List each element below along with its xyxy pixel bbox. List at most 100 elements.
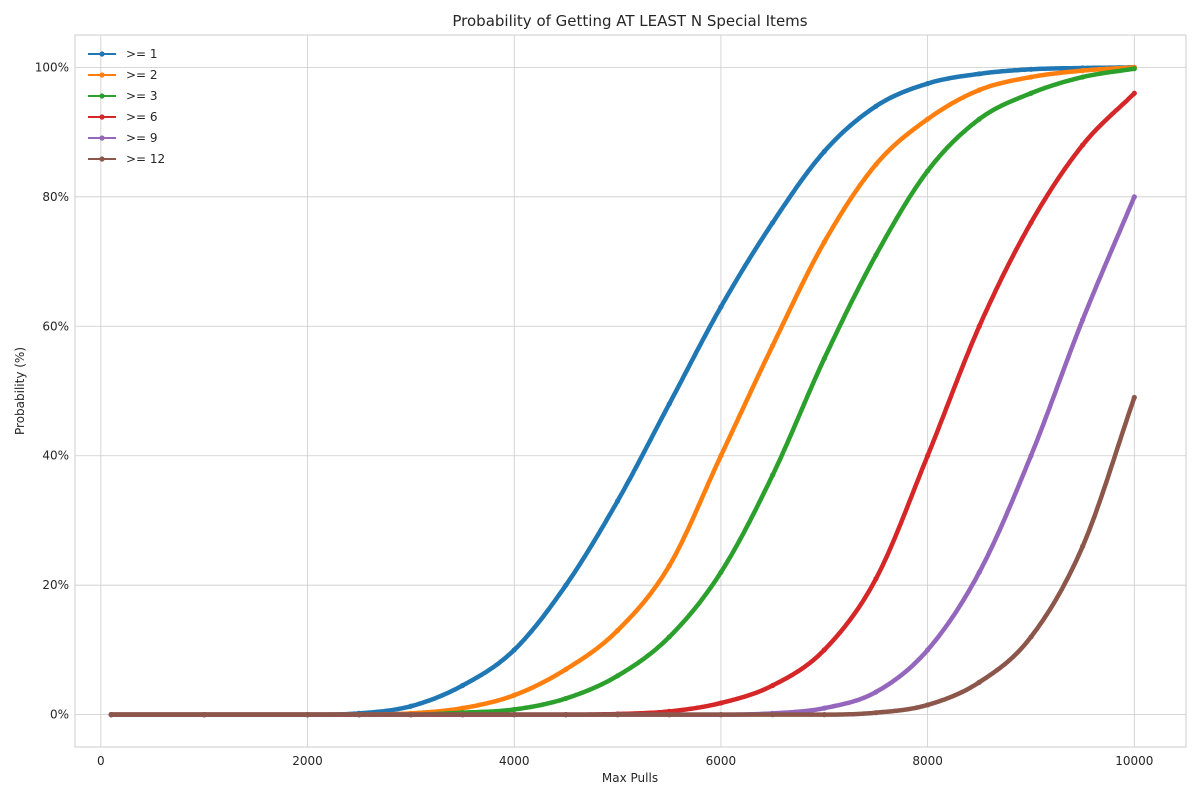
legend-marker bbox=[99, 114, 105, 120]
data-point bbox=[821, 705, 827, 711]
data-point bbox=[408, 703, 414, 709]
data-point bbox=[873, 252, 879, 258]
data-point bbox=[976, 323, 982, 329]
data-point bbox=[1131, 90, 1137, 96]
data-point bbox=[976, 87, 982, 93]
legend-marker bbox=[99, 93, 105, 99]
series-6 bbox=[108, 394, 1137, 718]
series-1 bbox=[108, 64, 1137, 718]
data-point bbox=[770, 682, 776, 689]
data-point bbox=[1080, 317, 1086, 323]
data-point bbox=[1028, 66, 1034, 72]
legend-marker bbox=[99, 135, 105, 141]
y-tick-label: 100% bbox=[35, 60, 69, 74]
y-tick-label: 40% bbox=[42, 449, 69, 463]
data-point bbox=[718, 453, 724, 459]
y-tick-label: 80% bbox=[42, 190, 69, 204]
series-line bbox=[108, 65, 1137, 717]
legend-label: >= 12 bbox=[126, 152, 165, 166]
data-point bbox=[821, 356, 827, 362]
data-point bbox=[718, 304, 724, 310]
data-point bbox=[770, 472, 776, 478]
data-point bbox=[873, 103, 879, 109]
data-point bbox=[614, 498, 621, 504]
data-point bbox=[614, 673, 621, 679]
data-point bbox=[925, 453, 931, 459]
x-tick-label: 2000 bbox=[292, 754, 323, 768]
data-point bbox=[821, 239, 827, 245]
legend-entry: >= 2 bbox=[88, 68, 158, 82]
data-point bbox=[821, 148, 827, 155]
series-2 bbox=[108, 64, 1137, 718]
data-point bbox=[1080, 74, 1086, 80]
data-point bbox=[1080, 68, 1086, 74]
data-point bbox=[976, 71, 982, 77]
chart-title: Probability of Getting AT LEAST N Specia… bbox=[452, 12, 807, 30]
legend-entry: >= 12 bbox=[88, 152, 165, 166]
data-point bbox=[1028, 634, 1034, 640]
legend: >= 1 >= 2 >= 3 >= 6 >= 9 >= 12 bbox=[88, 47, 165, 166]
data-point bbox=[770, 712, 776, 718]
x-tick-label: 6000 bbox=[706, 754, 737, 768]
data-point bbox=[459, 712, 466, 718]
data-point bbox=[459, 705, 466, 711]
data-point bbox=[511, 712, 517, 718]
data-point bbox=[1028, 453, 1034, 459]
data-point bbox=[925, 80, 931, 87]
data-point bbox=[821, 647, 827, 653]
data-point bbox=[1028, 90, 1034, 96]
legend-marker bbox=[99, 156, 105, 162]
legend-entry: >= 1 bbox=[88, 47, 158, 61]
data-point bbox=[511, 706, 517, 713]
data-point bbox=[408, 712, 414, 718]
data-point bbox=[925, 647, 931, 653]
legend-entry: >= 3 bbox=[88, 89, 158, 103]
legend-label: >= 9 bbox=[126, 131, 158, 145]
x-tick-label: 0 bbox=[97, 754, 105, 768]
data-point bbox=[925, 116, 931, 122]
legend-entry: >= 6 bbox=[88, 110, 158, 124]
data-point bbox=[873, 161, 879, 168]
plot-frame bbox=[74, 34, 1187, 748]
data-point bbox=[1080, 543, 1086, 549]
series-line bbox=[108, 91, 1137, 717]
data-point bbox=[718, 569, 724, 575]
series-line bbox=[108, 395, 1137, 717]
data-point bbox=[770, 220, 776, 226]
data-point bbox=[718, 700, 724, 706]
x-tick-label: 10000 bbox=[1115, 754, 1153, 768]
data-point bbox=[563, 582, 569, 588]
data-point bbox=[511, 692, 517, 698]
legend-label: >= 1 bbox=[126, 47, 158, 61]
data-point bbox=[201, 712, 207, 718]
data-point bbox=[666, 712, 672, 718]
data-point bbox=[718, 712, 724, 718]
legend-marker bbox=[99, 51, 105, 57]
legend-label: >= 3 bbox=[126, 89, 158, 103]
data-point bbox=[1131, 394, 1137, 401]
legend-marker bbox=[99, 72, 105, 78]
data-point bbox=[563, 712, 569, 718]
data-point bbox=[925, 702, 931, 708]
data-point bbox=[976, 679, 982, 685]
y-tick-label: 60% bbox=[42, 319, 69, 333]
data-point bbox=[563, 695, 569, 702]
data-point bbox=[925, 168, 931, 174]
data-point bbox=[511, 647, 517, 653]
y-tick-label: 0% bbox=[50, 708, 69, 722]
data-point bbox=[614, 627, 621, 634]
data-point bbox=[1080, 142, 1086, 148]
data-point bbox=[614, 712, 621, 718]
legend-label: >= 6 bbox=[126, 110, 158, 124]
legend-entry: >= 9 bbox=[88, 131, 158, 145]
y-axis-label: Probability (%) bbox=[13, 347, 27, 435]
series-line bbox=[108, 65, 1137, 717]
data-point bbox=[304, 712, 311, 718]
y-tick-label: 20% bbox=[42, 578, 69, 592]
data-point bbox=[666, 634, 672, 640]
x-tick-label: 8000 bbox=[912, 754, 943, 768]
data-point bbox=[976, 116, 982, 122]
grid bbox=[75, 35, 1186, 747]
data-point bbox=[770, 343, 776, 349]
